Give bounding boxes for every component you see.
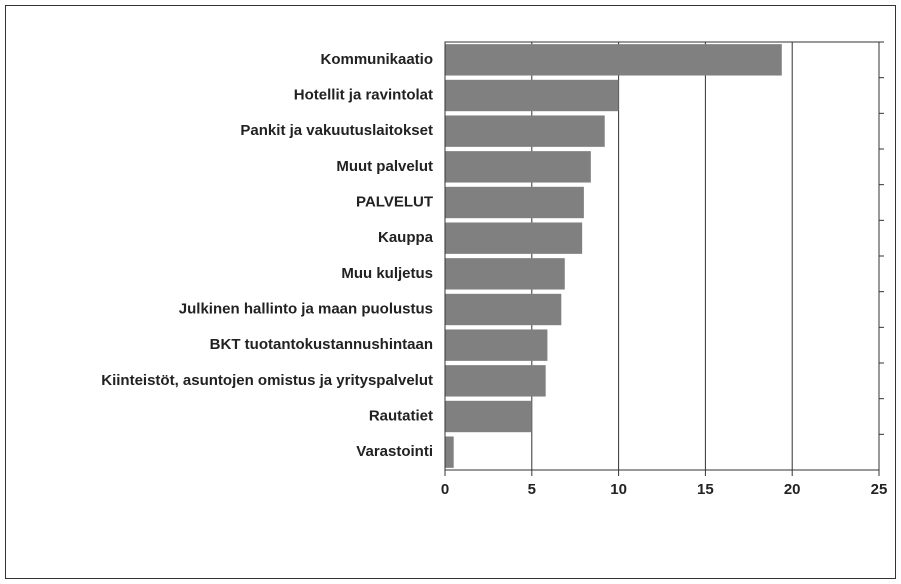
x-tick-label: 15 (697, 481, 714, 498)
x-tick-label: 0 (441, 481, 449, 498)
bar (445, 365, 546, 397)
bar (445, 79, 619, 112)
bar (445, 222, 583, 254)
y-tick-label: BKT tuotantokustannushintaan (210, 336, 433, 353)
x-tick-label: 5 (528, 481, 536, 498)
bar (445, 329, 548, 361)
x-tick-label: 10 (610, 481, 627, 498)
y-tick-label: Kiinteistöt, asuntojen omistus ja yritys… (101, 372, 433, 389)
bar (445, 400, 532, 433)
y-tick-label: Pankit ja vakuutuslaitokset (240, 122, 433, 139)
chart-frame (5, 5, 896, 579)
y-tick-label: Varastointi (356, 443, 433, 460)
y-tick-label: Julkinen hallinto ja maan puolustus (179, 300, 433, 317)
bar (445, 186, 584, 219)
bar (445, 436, 454, 468)
bar (445, 115, 605, 147)
y-tick-label: Kommunikaatio (320, 51, 433, 68)
y-tick-label: Kauppa (378, 229, 434, 246)
y-tick-label: Rautatiet (369, 407, 433, 424)
y-tick-label: Muu kuljetus (341, 265, 433, 282)
bar (445, 258, 565, 290)
bar (445, 151, 591, 183)
bar (445, 44, 782, 76)
bar (445, 293, 562, 326)
x-tick-label: 25 (871, 481, 888, 498)
y-tick-label: Hotellit ja ravintolat (294, 86, 433, 103)
y-tick-label: Muut palvelut (336, 158, 433, 175)
x-tick-label: 20 (784, 481, 801, 498)
y-tick-label: PALVELUT (356, 193, 433, 210)
